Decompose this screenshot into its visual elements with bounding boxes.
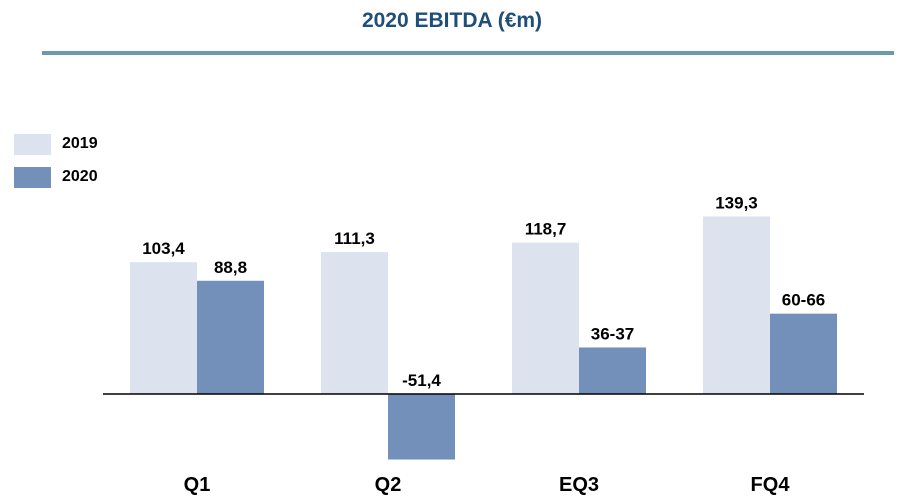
bar-eq3-2020 [579, 347, 646, 394]
title-divider [42, 51, 894, 55]
data-label-fq4-2019: 139,3 [715, 193, 758, 212]
data-label-q1-2020: 88,8 [214, 258, 247, 277]
data-label-fq4-2020: 60-66 [782, 291, 825, 310]
category-label-eq3: EQ3 [559, 474, 599, 496]
category-label-q2: Q2 [375, 474, 402, 496]
bar-q2-2020 [388, 394, 455, 460]
data-label-q2-2020: -51,4 [402, 371, 441, 390]
legend-label-2019: 2019 [62, 135, 98, 152]
bar-fq4-2019 [703, 216, 770, 394]
bar-eq3-2019 [512, 242, 579, 394]
data-label-eq3-2019: 118,7 [525, 220, 567, 239]
data-label-eq3-2020: 36-37 [591, 324, 634, 343]
bar-q1-2019 [130, 262, 197, 394]
data-label-q2-2019: 111,3 [334, 229, 375, 248]
bar-fq4-2020 [770, 313, 837, 394]
legend-item-2020: 2020 [14, 166, 98, 188]
data-label-q1-2019: 103,4 [142, 239, 185, 258]
category-label-q1: Q1 [184, 474, 211, 496]
bar-q2-2019 [321, 252, 388, 394]
legend-label-2020: 2020 [62, 168, 98, 185]
bar-q1-2020 [197, 280, 264, 394]
category-label-fq4: FQ4 [751, 474, 791, 496]
legend-swatch-2020 [14, 166, 51, 188]
chart-title: 2020 EBITDA (€m) [361, 9, 543, 32]
legend-swatch-2019 [14, 133, 51, 155]
legend-item-2019: 2019 [14, 133, 98, 155]
